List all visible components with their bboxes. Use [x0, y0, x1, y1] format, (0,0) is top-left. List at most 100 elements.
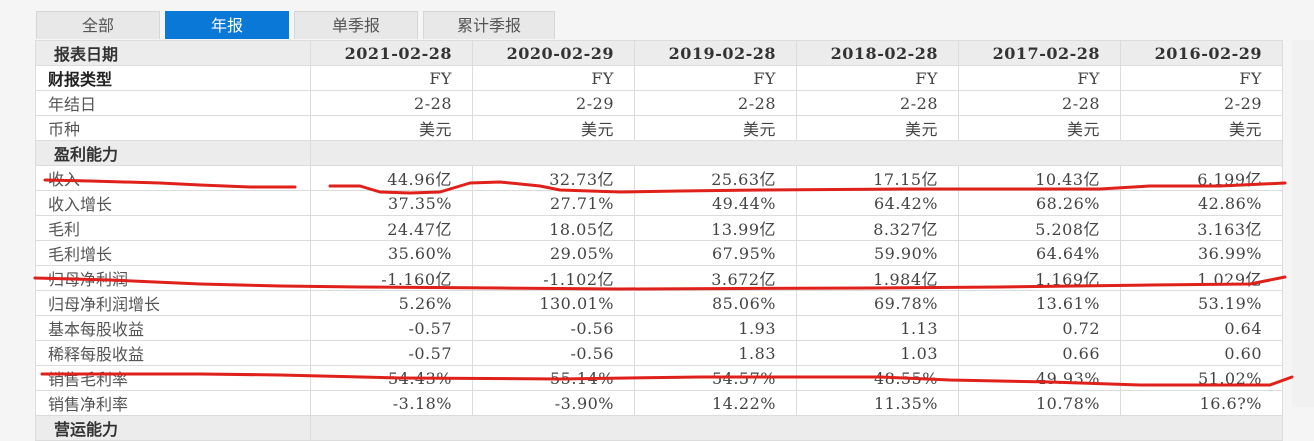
cell: 10.43亿: [958, 165, 1121, 191]
cell: 53.19%: [1120, 290, 1283, 316]
cell: 3.163亿: [1120, 215, 1283, 241]
row-label: 销售净利率: [35, 390, 311, 416]
cell: 1.13: [796, 315, 959, 341]
table-row: 收入 44.96亿 32.73亿 25.63亿 17.15亿 10.43亿 6.…: [35, 165, 1283, 191]
cell: 1.93: [634, 315, 797, 341]
cell: FY: [796, 65, 959, 91]
cell: 25.63亿: [634, 165, 797, 191]
table-row: 年结日 2-28 2-29 2-28 2-28 2-28 2-29: [35, 90, 1283, 116]
report-type-tabs: 全部 年报 单季报 累计季报: [36, 11, 555, 39]
cell: 2-29: [1120, 90, 1283, 116]
cell: 67.95%: [634, 240, 797, 266]
cell: 130.01%: [472, 290, 635, 316]
cell: 美元: [472, 115, 635, 141]
cell: 2-28: [796, 90, 959, 116]
table-row: 毛利增长 35.60% 29.05% 67.95% 59.90% 64.64% …: [35, 240, 1283, 266]
cell: 2-28: [958, 90, 1121, 116]
table-row: 基本每股收益 -0.57 -0.56 1.93 1.13 0.72 0.64: [35, 315, 1283, 341]
section-label: 盈利能力: [35, 140, 311, 166]
tab-cumulative-quarter[interactable]: 累计季报: [423, 11, 555, 39]
row-label: 收入: [35, 165, 311, 191]
cell: 42.86%: [1120, 190, 1283, 216]
cell: 64.42%: [796, 190, 959, 216]
row-label: 归母净利润增长: [35, 290, 311, 316]
table-row: 币种 美元 美元 美元 美元 美元 美元: [35, 115, 1283, 141]
tab-single-quarter[interactable]: 单季报: [294, 11, 418, 39]
cell: 64.64%: [958, 240, 1121, 266]
cell: -1.102亿: [472, 265, 635, 291]
cell: 2-28: [634, 90, 797, 116]
row-label: 基本每股收益: [35, 315, 311, 341]
table-row: 收入增长 37.35% 27.71% 49.44% 64.42% 68.26% …: [35, 190, 1283, 216]
cell: 10.78%: [958, 390, 1121, 416]
header-label: 报表日期: [35, 40, 311, 66]
cell: FY: [310, 65, 473, 91]
cell: 美元: [634, 115, 797, 141]
tab-all[interactable]: 全部: [36, 11, 160, 39]
cell: 69.78%: [796, 290, 959, 316]
row-label: 归母净利润: [35, 265, 311, 291]
tab-annual[interactable]: 年报: [165, 11, 289, 39]
cell: 美元: [310, 115, 473, 141]
cell: -3.90%: [472, 390, 635, 416]
cell: 5.208亿: [958, 215, 1121, 241]
cell: 24.47亿: [310, 215, 473, 241]
cell: 51.02%: [1120, 365, 1283, 391]
cell: 3.672亿: [634, 265, 797, 291]
cell: 29.05%: [472, 240, 635, 266]
row-label: 收入增长: [35, 190, 311, 216]
cell: FY: [958, 65, 1121, 91]
cell: FY: [1120, 65, 1283, 91]
cell: FY: [472, 65, 635, 91]
cell: 0.66: [958, 340, 1121, 366]
cell: 68.26%: [958, 190, 1121, 216]
row-label: 毛利: [35, 215, 311, 241]
cell: 49.44%: [634, 190, 797, 216]
cell: 13.99亿: [634, 215, 797, 241]
cell: 17.15亿: [796, 165, 959, 191]
cell: 0.72: [958, 315, 1121, 341]
cell: 0.60: [1120, 340, 1283, 366]
cell: 0.64: [1120, 315, 1283, 341]
cell: -0.56: [472, 340, 635, 366]
cell: 1.984亿: [796, 265, 959, 291]
cell: 1.03: [796, 340, 959, 366]
table-row: 稀释每股收益 -0.57 -0.56 1.83 1.03 0.66 0.60: [35, 340, 1283, 366]
row-label: 毛利增长: [35, 240, 311, 266]
table-row: 财报类型 FY FY FY FY FY FY: [35, 65, 1283, 91]
cell: 1.029亿: [1120, 265, 1283, 291]
cell: 59.90%: [796, 240, 959, 266]
table-row: 销售毛利率 54.43% 55.14% 54.57% 48.55% 49.93%…: [35, 365, 1283, 391]
header-date: 2021-02-28: [310, 40, 473, 66]
cell: 32.73亿: [472, 165, 635, 191]
section-header-profitability: 盈利能力: [35, 140, 1283, 166]
cell: 36.99%: [1120, 240, 1283, 266]
cell: -0.56: [472, 315, 635, 341]
cell: 8.327亿: [796, 215, 959, 241]
cell: 5.26%: [310, 290, 473, 316]
section-label: 营运能力: [35, 415, 311, 441]
cell: 48.55%: [796, 365, 959, 391]
cell: 55.14%: [472, 365, 635, 391]
page-scrollbar[interactable]: [1292, 40, 1314, 407]
cell: 美元: [1120, 115, 1283, 141]
cell: 14.22%: [634, 390, 797, 416]
cell: 49.93%: [958, 365, 1121, 391]
row-label: 财报类型: [35, 65, 311, 91]
table-row: 归母净利润 -1.160亿 -1.102亿 3.672亿 1.984亿 1.16…: [35, 265, 1283, 291]
cell: 44.96亿: [310, 165, 473, 191]
cell: 2-29: [472, 90, 635, 116]
cell: 2-28: [310, 90, 473, 116]
header-date: 2017-02-28: [958, 40, 1121, 66]
cell: 6.199亿: [1120, 165, 1283, 191]
header-date: 2018-02-28: [796, 40, 959, 66]
table-row: 毛利 24.47亿 18.05亿 13.99亿 8.327亿 5.208亿 3.…: [35, 215, 1283, 241]
cell: FY: [634, 65, 797, 91]
cell: 27.71%: [472, 190, 635, 216]
cell: 18.05亿: [472, 215, 635, 241]
cell: 11.35%: [796, 390, 959, 416]
cell: -0.57: [310, 340, 473, 366]
cell: 85.06%: [634, 290, 797, 316]
row-label: 币种: [35, 115, 311, 141]
row-label: 年结日: [35, 90, 311, 116]
